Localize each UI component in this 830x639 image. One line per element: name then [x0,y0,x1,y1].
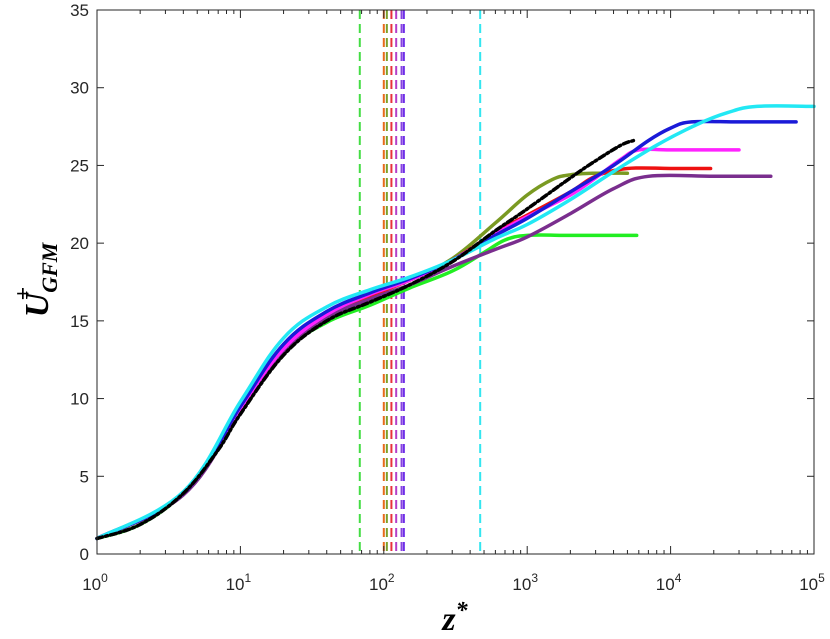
series-line-6 [95,104,816,541]
x-tick-label-4: 104 [656,571,682,594]
x-tick-label-2: 102 [369,571,395,594]
y-axis-title-sub: GFM [37,241,62,293]
x-tick-label-5: 105 [799,571,825,594]
y-tick-label-5: 25 [70,156,89,175]
x-tick-label-1: 101 [226,571,252,594]
axis-ticks [96,9,815,555]
y-tick-label-7: 35 [70,1,89,20]
y-tick-label-6: 30 [70,79,89,98]
y-tick-label-2: 10 [70,390,89,409]
x-tick-label-3: 103 [512,571,538,594]
tick-labels: 0 5 10 15 20 25 30 35 100 101 102 103 104 105 [70,1,825,594]
y-axis-title: UGFM+ [11,241,62,317]
plot-frame [96,9,815,555]
y-tick-label-0: 0 [80,545,89,564]
series-lines [95,104,816,541]
x-tick-label-0: 100 [82,571,108,594]
y-tick-label-4: 20 [70,234,89,253]
series-line-5 [95,119,798,541]
series-line-7 [95,138,636,541]
y-tick-label-1: 5 [80,467,89,486]
y-axis-title-sup: + [11,287,37,301]
x-axis-title: z* [441,598,468,638]
x-axis-title-sup: * [456,598,469,624]
x-axis-title-base: z [441,601,456,638]
y-axis-title-base: U [19,290,56,317]
y-tick-label-3: 15 [70,312,89,331]
plot-background [97,10,814,554]
